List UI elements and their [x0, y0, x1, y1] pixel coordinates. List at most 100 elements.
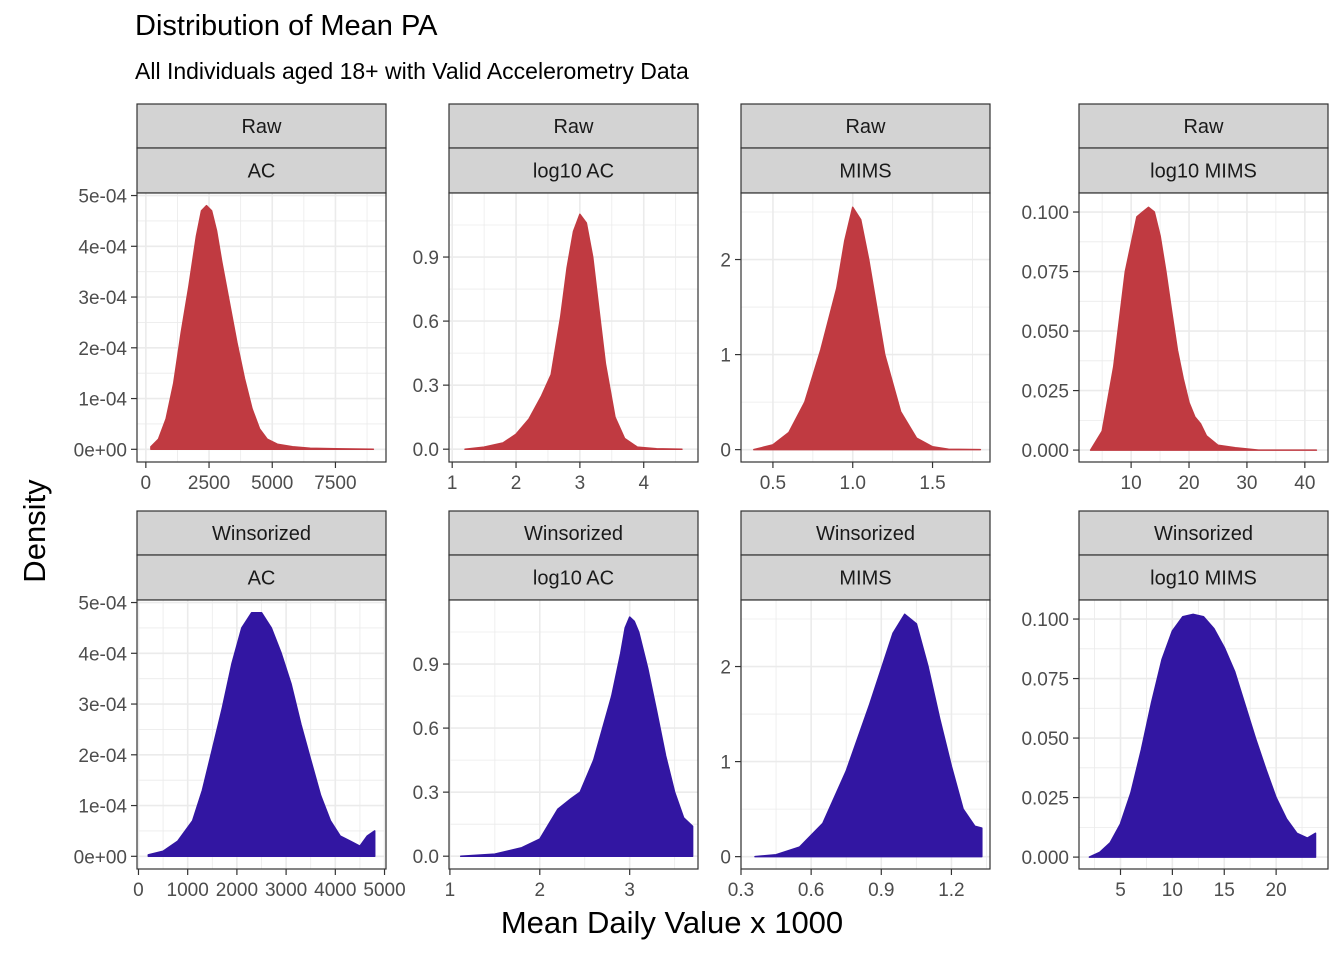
panel-border — [448, 192, 699, 463]
y-tick-label: 4e-04 — [78, 644, 127, 665]
chart-title: Distribution of Mean PA — [135, 10, 438, 42]
density-area — [1089, 206, 1318, 451]
strip-top-label: Winsorized — [524, 523, 623, 545]
density-area — [1088, 613, 1317, 858]
x-tick-label: 4 — [638, 473, 649, 494]
y-tick-label: 5e-04 — [78, 187, 127, 208]
y-tick-label: 0.050 — [1021, 322, 1069, 343]
y-tick-label: 1 — [720, 346, 731, 367]
x-tick-label: 0.3 — [728, 880, 754, 901]
facet-raw-1: Raw AC 0 2500 5000 7500 0e+00 1e-04 2e-04 3e-04 4e… — [74, 103, 387, 494]
strip-bottom — [448, 554, 699, 601]
y-tick-label: 1e-04 — [78, 797, 127, 818]
density-area — [754, 613, 983, 858]
x-tick-label: 5000 — [251, 473, 293, 494]
panel-border — [136, 599, 387, 870]
panel-border — [740, 599, 991, 870]
strip-bottom-label: log10 MIMS — [1150, 568, 1257, 590]
x-tick-label: 2 — [535, 880, 546, 901]
y-tick-label: 1e-04 — [78, 390, 127, 411]
chart-subtitle: All Individuals aged 18+ with Valid Acce… — [135, 58, 689, 84]
y-tick-label: 2e-04 — [78, 339, 127, 360]
x-tick-label: 2 — [511, 473, 522, 494]
x-tick-label: 5000 — [363, 880, 405, 901]
x-tick-label: 30 — [1236, 473, 1257, 494]
strip-bottom — [448, 147, 699, 194]
density-area — [150, 204, 375, 451]
y-tick-label: 0.075 — [1021, 670, 1069, 691]
x-tick-label: 1 — [447, 473, 458, 494]
x-tick-label: 0.9 — [868, 880, 894, 901]
y-tick-label: 0.100 — [1021, 610, 1069, 631]
strip-top-label: Raw — [241, 116, 282, 138]
y-tick-label: 2 — [720, 251, 731, 272]
panel-border — [740, 192, 991, 463]
y-tick-label: 0.075 — [1021, 263, 1069, 284]
y-tick-label: 1 — [720, 753, 731, 774]
x-tick-label: 40 — [1294, 473, 1315, 494]
density-area — [464, 213, 683, 450]
facet-winsorized-2: Winsorized log10 AC 1 2 3 0.0 0.3 0.6 0.9 — [413, 510, 699, 901]
x-tick-label: 1.0 — [840, 473, 866, 494]
y-tick-label: 5e-04 — [78, 594, 127, 615]
strip-bottom-label: MIMS — [839, 568, 891, 590]
y-tick-label: 0.025 — [1021, 382, 1069, 403]
x-tick-label: 1 — [445, 880, 456, 901]
strip-top-label: Raw — [1183, 116, 1224, 138]
y-tick-label: 0.050 — [1021, 729, 1069, 750]
y-tick-label: 0.9 — [413, 248, 439, 269]
facet-raw-3: Raw MIMS 0.5 1.0 1.5 0 1 2 — [720, 103, 991, 494]
y-tick-label: 0.0 — [413, 440, 439, 461]
density-area — [753, 206, 982, 451]
y-tick-label: 0.000 — [1021, 441, 1069, 462]
y-tick-label: 0.3 — [413, 783, 439, 804]
y-axis-label: Density — [17, 479, 52, 583]
x-tick-label: 0.6 — [798, 880, 824, 901]
y-tick-label: 0e+00 — [74, 440, 127, 461]
x-tick-label: 0 — [141, 473, 152, 494]
x-tick-label: 10 — [1121, 473, 1142, 494]
strip-bottom-label: MIMS — [839, 161, 891, 183]
density-area — [459, 616, 694, 857]
x-tick-label: 2500 — [188, 473, 230, 494]
y-tick-label: 0 — [720, 441, 731, 462]
y-tick-label: 3e-04 — [78, 695, 127, 716]
x-tick-label: 1.5 — [919, 473, 945, 494]
strip-bottom-label: log10 MIMS — [1150, 161, 1257, 183]
x-tick-label: 7500 — [314, 473, 356, 494]
x-axis-label: Mean Daily Value x 1000 — [500, 905, 844, 940]
strip-top — [448, 510, 699, 556]
strip-bottom — [740, 147, 991, 194]
strip-top — [740, 510, 991, 556]
strip-bottom-label: log10 AC — [533, 568, 614, 590]
x-tick-label: 1000 — [167, 880, 209, 901]
panel-border — [448, 599, 699, 870]
x-tick-label: 1.2 — [938, 880, 964, 901]
y-tick-label: 0.6 — [413, 312, 439, 333]
strip-top-label: Raw — [553, 116, 594, 138]
x-tick-label: 5 — [1115, 880, 1126, 901]
strip-top — [448, 103, 699, 149]
x-tick-label: 3 — [624, 880, 635, 901]
y-tick-label: 0e+00 — [74, 847, 127, 868]
strip-bottom — [136, 554, 387, 601]
y-tick-label: 0.000 — [1021, 848, 1069, 869]
y-tick-label: 0.6 — [413, 719, 439, 740]
facet-winsorized-3: Winsorized MIMS 0.3 0.6 0.9 1.2 0 1 2 — [720, 510, 991, 901]
strip-bottom-label: log10 AC — [533, 161, 614, 183]
facet-winsorized-4: Winsorized log10 MIMS 5 10 15 20 0.000 0.025 0.0… — [1021, 510, 1329, 901]
y-tick-label: 0.3 — [413, 376, 439, 397]
x-tick-label: 20 — [1178, 473, 1199, 494]
x-tick-label: 3 — [575, 473, 586, 494]
x-tick-label: 4000 — [314, 880, 356, 901]
y-tick-label: 2e-04 — [78, 746, 127, 767]
strip-top — [136, 510, 387, 556]
x-tick-label: 2000 — [216, 880, 258, 901]
strip-bottom — [136, 147, 387, 194]
y-tick-label: 0.100 — [1021, 203, 1069, 224]
strip-top-label: Winsorized — [1154, 523, 1253, 545]
strip-top-label: Raw — [845, 116, 886, 138]
strip-bottom-label: AC — [248, 161, 276, 183]
